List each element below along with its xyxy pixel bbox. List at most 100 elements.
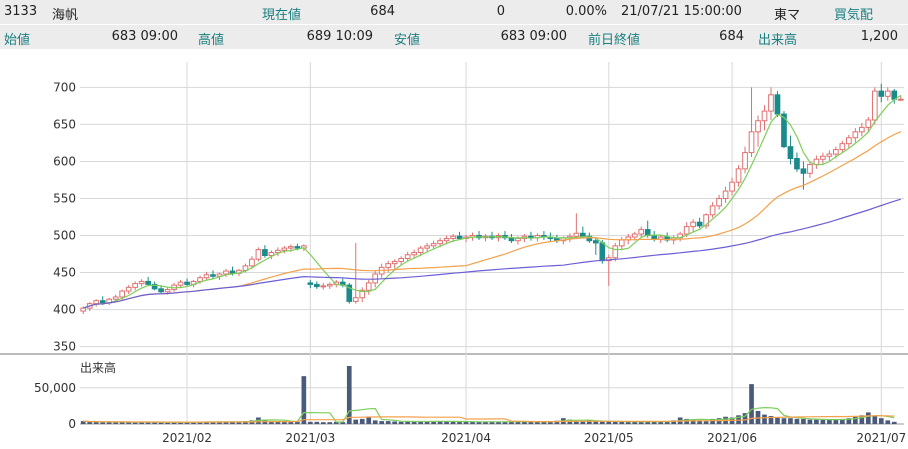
candle-body	[223, 270, 229, 275]
volume-bar	[768, 416, 774, 424]
volume-bar	[853, 416, 858, 424]
candle-body	[99, 300, 106, 304]
candle	[93, 299, 100, 307]
candle-body	[781, 113, 787, 148]
candle-body	[871, 90, 878, 121]
candle-body	[768, 94, 774, 112]
candle	[592, 237, 599, 255]
candle-body	[807, 163, 813, 174]
volume-bar	[548, 421, 553, 424]
candle	[748, 87, 755, 158]
candle-body	[391, 260, 398, 265]
candle-body	[833, 149, 839, 155]
candle-body	[515, 237, 521, 242]
quote-header-row1: 3133 海帆 現在値 684 0 0.00% 21/07/21 15:00:0…	[0, 0, 908, 24]
candle-body	[897, 98, 904, 101]
volume-bar	[710, 418, 715, 424]
volume-bar	[846, 418, 852, 424]
volume-bar	[184, 422, 190, 424]
volume-bar	[431, 421, 436, 424]
candle-body	[839, 143, 846, 151]
candle	[151, 281, 158, 291]
candle-body	[690, 221, 696, 228]
candle	[787, 135, 794, 165]
candle-body	[761, 110, 768, 122]
candle-body	[787, 146, 794, 159]
candle	[385, 260, 392, 273]
candle-body	[125, 286, 132, 292]
volume-bar	[528, 421, 534, 424]
volume-bar	[574, 421, 579, 424]
candle	[138, 279, 145, 287]
candle-body	[119, 290, 126, 298]
volume-bar	[878, 418, 884, 424]
candle	[307, 279, 314, 289]
candle-body	[878, 90, 885, 97]
volume-bar	[450, 421, 456, 424]
volume-bar	[327, 422, 333, 424]
candle	[664, 232, 671, 243]
candle-body	[631, 233, 638, 238]
candle-body	[275, 249, 281, 254]
volume-bar	[801, 418, 806, 424]
volume-bar	[781, 418, 787, 424]
price-tick-label: 400	[53, 303, 76, 317]
volume-value: 1,200	[860, 29, 898, 44]
volume-bar	[333, 421, 339, 424]
volume-bar	[522, 421, 527, 424]
candle	[268, 250, 275, 260]
candle-body	[255, 249, 262, 260]
candle	[774, 91, 781, 118]
candle-body	[138, 280, 145, 285]
candle	[703, 213, 709, 229]
candle	[456, 231, 463, 240]
candle-body	[112, 296, 119, 300]
candle-body	[417, 247, 424, 254]
candle	[722, 186, 729, 203]
volume-bar	[865, 412, 871, 424]
candle	[839, 140, 846, 154]
volume-bar	[230, 421, 235, 424]
volume-bar	[872, 416, 878, 424]
candle	[528, 231, 534, 241]
candle-body	[592, 240, 599, 244]
volume-bar	[405, 421, 410, 424]
candle-body	[696, 221, 703, 227]
volume-bar	[314, 421, 320, 424]
volume-bar	[145, 422, 151, 424]
volume-bar	[515, 421, 521, 424]
candle-body	[262, 249, 268, 257]
candle	[430, 240, 437, 250]
candle	[125, 285, 132, 295]
volume-bar	[697, 420, 702, 424]
candle-body	[729, 181, 735, 192]
volume-bar	[483, 421, 488, 424]
volume-bar	[463, 421, 469, 424]
volume-bar	[502, 421, 508, 424]
volume-bar	[359, 418, 365, 424]
date-tick-label: 2021/07	[856, 431, 906, 445]
candle	[424, 242, 430, 252]
candle-body	[638, 229, 645, 235]
volume-bar	[496, 421, 501, 424]
volume-bar	[690, 419, 696, 424]
candle	[132, 281, 138, 291]
candle-body	[203, 274, 210, 279]
candle-body	[450, 235, 456, 239]
candle-body	[800, 168, 807, 174]
volume-tick-label: 0	[68, 417, 76, 431]
candle-body	[346, 284, 353, 302]
candle	[742, 146, 748, 174]
candle-body	[313, 283, 320, 288]
candle-body	[424, 245, 430, 249]
candle	[365, 279, 372, 295]
volume-bar	[827, 419, 832, 424]
volume-bar	[859, 415, 865, 424]
candle	[858, 122, 865, 137]
candle	[476, 231, 482, 240]
candle	[852, 128, 859, 143]
high-price-value: 689 10:09	[306, 29, 373, 44]
quote-mood-label: 買気配	[834, 8, 874, 23]
volume-bar	[814, 419, 819, 424]
high-price-label: 高値	[198, 33, 225, 48]
